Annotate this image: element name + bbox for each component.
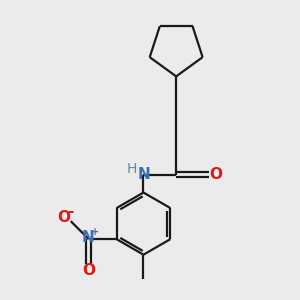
Text: O: O bbox=[57, 210, 70, 225]
Text: N: N bbox=[138, 167, 151, 182]
Text: O: O bbox=[82, 263, 95, 278]
Text: N: N bbox=[82, 230, 94, 245]
Text: H: H bbox=[127, 162, 137, 176]
Text: O: O bbox=[210, 167, 223, 182]
Text: +: + bbox=[91, 227, 99, 237]
Text: -: - bbox=[67, 205, 73, 220]
